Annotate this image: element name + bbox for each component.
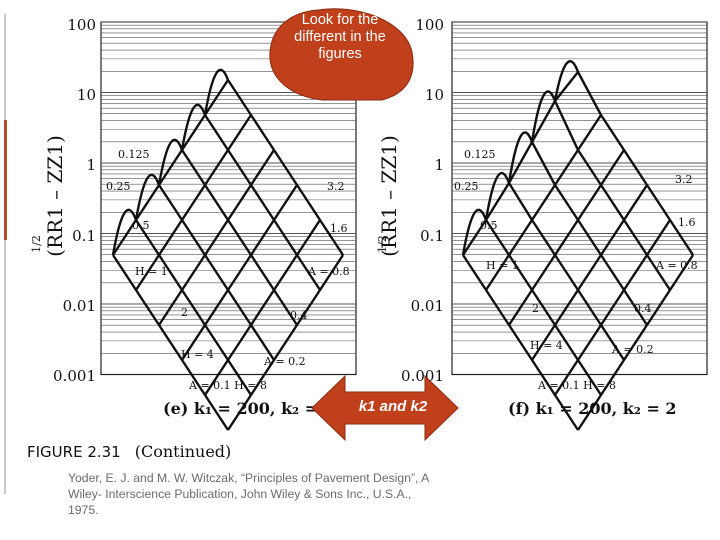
lattice-curve [180, 184, 299, 361]
callout-bubble [269, 8, 414, 101]
y-ticks-chart-f: 100 10 1 0.1 0.01 0.001 [401, 16, 444, 385]
lattice-chart-f [461, 60, 695, 431]
label-h1: H = 1 [486, 259, 519, 272]
lattice-arch [180, 103, 207, 151]
lattice-curve [553, 219, 672, 396]
y-ticks-chart-e: 100 10 1 0.1 0.01 0.001 [53, 16, 96, 385]
figure-title: FIGURE 2.31 [27, 443, 121, 461]
lattice-curve [576, 71, 695, 256]
label-r04: 0.4 [290, 309, 308, 322]
lattice-curve [576, 254, 695, 431]
y-axis-label-chart-f: (RR1 – ZZ1) 1/2 [376, 135, 401, 257]
lattice-curve [507, 149, 626, 326]
lattice-curve [461, 254, 580, 431]
labels-chart-e: 0.125 0.25 0.5 H = 1 2 H = 4 A = 0.1 H =… [106, 148, 350, 392]
lattice-curve [507, 182, 626, 361]
lattice-curve [157, 184, 276, 361]
citation: Yoder, E. J. and M. W. Witczak, “Princip… [68, 471, 429, 517]
left-accent-bar [4, 120, 7, 240]
lattice-curve [530, 184, 649, 361]
label-v2: 2 [532, 302, 539, 315]
lattice-arch [553, 60, 580, 102]
y-tick-10: 10 [77, 86, 96, 104]
lattice-curve [111, 254, 230, 431]
lattice-curve [157, 149, 276, 326]
double-arrow [311, 374, 459, 442]
caption-chart-f: (f) k₁ = 200, k₂ = 2 [508, 399, 677, 418]
label-a02: A = 0.2 [263, 355, 306, 368]
arrow-label: k1 and k2 [358, 398, 428, 415]
lattice-arch [134, 173, 161, 221]
caption-chart-e: (e) k₁ = 200, k₂ = 2 [163, 399, 335, 418]
lattice-curve [226, 254, 345, 431]
lattice-curve [203, 219, 322, 396]
y-tick-0.01: 0.01 [411, 297, 444, 315]
lattice-arch [111, 208, 138, 256]
label-bottom: A = 0.1 H = 8 [188, 379, 267, 392]
y-tick-0.1: 0.1 [420, 227, 444, 245]
y-tick-100: 100 [415, 16, 444, 34]
left-divider [4, 14, 6, 494]
labels-chart-f: 0.125 0.25 0.5 H = 1 2 H = 4 A = 0.1 H =… [454, 148, 698, 392]
figure-continued: (Continued) [134, 442, 232, 461]
lattice-arch [157, 138, 184, 186]
grid-chart-e [100, 21, 357, 376]
label-r32: 3.2 [327, 180, 345, 193]
y-axis-label-prefix: 1/2 [376, 235, 389, 253]
y-axis-label: (RR1 – ZZ1) [377, 135, 401, 257]
label-v2: 2 [181, 306, 188, 319]
label-a05: 0.5 [132, 219, 150, 232]
y-axis-label-prefix: 1/2 [30, 235, 43, 253]
label-a08: A = 0.8 [307, 265, 350, 278]
callout-text: Look for the different in the figures [294, 12, 386, 62]
label-bottom: A = 0.1 H = 8 [537, 379, 616, 392]
label-r32: 3.2 [675, 173, 693, 186]
y-axis-label: (RR1 – ZZ1) [43, 135, 67, 257]
lattice-arch [203, 68, 230, 116]
lattice-curve [484, 114, 603, 291]
label-r04: 0.4 [634, 302, 652, 315]
label-h1: H = 1 [135, 265, 168, 278]
lattice-curve [484, 219, 603, 396]
y-tick-0.001: 0.001 [401, 367, 444, 385]
lattice-curve [226, 79, 345, 256]
label-h4: H = 4 [181, 348, 214, 361]
label-a02: A = 0.2 [611, 343, 654, 356]
lattice-arch [484, 171, 511, 221]
lattice-curve [203, 114, 322, 291]
y-tick-1: 1 [86, 156, 96, 174]
lattice-curve [134, 114, 253, 291]
label-a025: 0.25 [106, 180, 131, 193]
label-h4: H = 4 [530, 339, 563, 352]
label-a08: A = 0.8 [655, 259, 698, 272]
label-r16: 1.6 [678, 216, 696, 229]
lattice-curve [180, 149, 299, 326]
lattice-chart-e [111, 68, 345, 431]
figure-caption: FIGURE 2.31 (Continued) [27, 442, 231, 461]
y-tick-1: 1 [434, 156, 444, 174]
label-a0125: 0.125 [118, 148, 150, 161]
lattice-curve [134, 219, 253, 396]
label-r16: 1.6 [330, 222, 348, 235]
y-tick-0.1: 0.1 [72, 227, 96, 245]
lattice-arch [461, 208, 488, 256]
lattice-arch [530, 90, 557, 143]
y-axis-label-chart-e: (RR1 – ZZ1) 1/2 [30, 135, 67, 257]
lattice-arch [507, 131, 534, 184]
label-a05: 0.5 [480, 219, 498, 232]
y-tick-0.001: 0.001 [53, 367, 96, 385]
y-tick-10: 10 [425, 86, 444, 104]
lattice-curve [530, 141, 649, 326]
label-a0125: 0.125 [464, 148, 496, 161]
lattice-curve [553, 100, 672, 291]
y-tick-100: 100 [67, 16, 96, 34]
lattice-curve [111, 79, 230, 256]
label-a025: 0.25 [454, 180, 479, 193]
lattice-curve [461, 71, 579, 256]
y-tick-0.01: 0.01 [63, 297, 96, 315]
